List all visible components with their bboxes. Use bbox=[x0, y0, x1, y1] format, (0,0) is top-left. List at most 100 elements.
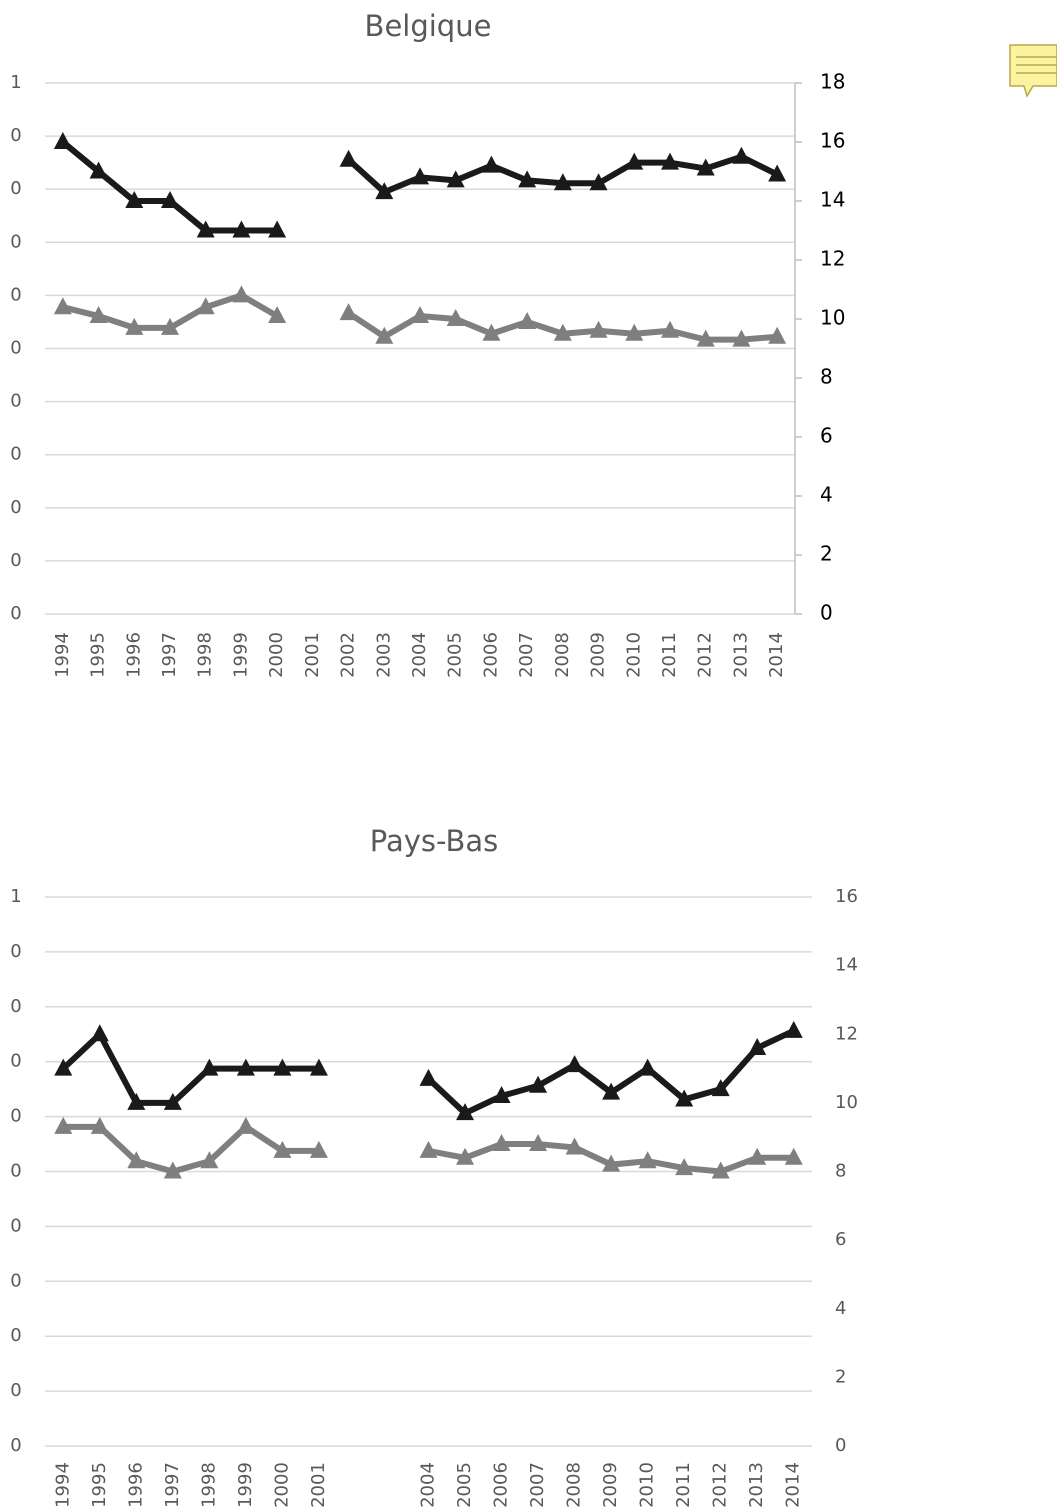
marker bbox=[602, 1154, 621, 1172]
note-icon bbox=[1009, 44, 1057, 98]
x-tick-label: 1997 bbox=[162, 1462, 183, 1508]
marker bbox=[732, 146, 751, 164]
y2-tick-label: 6 bbox=[820, 424, 833, 448]
x-tick-label: 1995 bbox=[88, 632, 109, 678]
marker bbox=[748, 1037, 767, 1055]
x-tick-label: 1996 bbox=[123, 632, 144, 678]
marker bbox=[625, 152, 644, 170]
y-tick-label: 0 bbox=[10, 444, 21, 465]
y-tick-label: 0 bbox=[10, 125, 21, 146]
marker bbox=[456, 1147, 475, 1165]
marker bbox=[375, 182, 394, 200]
x-tick-label: 2014 bbox=[766, 632, 787, 678]
marker bbox=[446, 170, 465, 188]
y-tick-label: 0 bbox=[10, 1106, 21, 1127]
marker bbox=[565, 1137, 584, 1155]
marker bbox=[456, 1103, 475, 1121]
marker bbox=[125, 191, 144, 208]
y-tick-label: 0 bbox=[10, 941, 21, 962]
marker bbox=[625, 323, 644, 341]
marker bbox=[236, 1116, 255, 1134]
y2-tick-label: 18 bbox=[820, 70, 845, 94]
x-tick-label: 2013 bbox=[746, 1462, 767, 1508]
x-tick-label: 2007 bbox=[516, 632, 537, 678]
marker bbox=[53, 297, 72, 315]
marker bbox=[482, 323, 501, 341]
x-tick-label: 1999 bbox=[235, 1462, 256, 1508]
x-tick-label: 2008 bbox=[552, 632, 573, 678]
x-tick-label: 1994 bbox=[52, 1462, 73, 1508]
marker bbox=[127, 1151, 146, 1169]
marker bbox=[529, 1075, 548, 1093]
marker bbox=[748, 1147, 767, 1165]
y2-tick-label: 14 bbox=[835, 955, 858, 976]
marker bbox=[54, 1116, 73, 1134]
x-tick-label: 2013 bbox=[730, 632, 751, 678]
marker bbox=[125, 317, 144, 335]
marker bbox=[268, 306, 287, 324]
y-tick-label: 0 bbox=[10, 1325, 21, 1346]
marker bbox=[675, 1089, 694, 1107]
marker bbox=[661, 320, 679, 338]
marker bbox=[638, 1058, 657, 1076]
marker bbox=[661, 152, 679, 170]
marker bbox=[492, 1134, 511, 1152]
marker bbox=[200, 1151, 219, 1169]
marker bbox=[732, 329, 751, 347]
marker bbox=[196, 220, 215, 238]
y-tick-label: 0 bbox=[10, 603, 21, 624]
marker bbox=[53, 132, 72, 149]
x-tick-label: 2011 bbox=[659, 632, 680, 678]
x-tick-label: 1997 bbox=[159, 632, 180, 678]
x-tick-label: 2003 bbox=[373, 632, 394, 678]
marker bbox=[565, 1055, 584, 1073]
marker bbox=[339, 303, 358, 321]
marker bbox=[90, 1116, 109, 1134]
marker bbox=[232, 220, 251, 238]
y2-tick-label: 10 bbox=[835, 1092, 858, 1113]
marker bbox=[419, 1068, 438, 1086]
x-tick-label: 2007 bbox=[527, 1462, 548, 1508]
marker bbox=[482, 155, 501, 173]
y2-tick-label: 8 bbox=[820, 365, 833, 389]
marker bbox=[492, 1086, 511, 1104]
marker bbox=[768, 164, 787, 182]
marker bbox=[589, 320, 608, 338]
marker bbox=[268, 220, 287, 238]
y-tick-label: 0 bbox=[10, 338, 21, 359]
x-tick-label: 1998 bbox=[195, 632, 216, 678]
x-tick-label: 2012 bbox=[695, 632, 716, 678]
x-tick-label: 2011 bbox=[673, 1462, 694, 1508]
y-tick-label: 0 bbox=[10, 1051, 21, 1072]
marker bbox=[784, 1147, 803, 1165]
marker bbox=[200, 1058, 219, 1076]
marker bbox=[273, 1140, 292, 1158]
marker bbox=[768, 326, 787, 344]
y-tick-label: 0 bbox=[10, 231, 21, 252]
chart-title: Belgique bbox=[365, 9, 492, 43]
marker bbox=[529, 1134, 548, 1152]
marker bbox=[675, 1158, 694, 1176]
x-tick-label: 2004 bbox=[409, 632, 430, 678]
y-tick-label: 0 bbox=[10, 1161, 21, 1182]
marker bbox=[411, 306, 429, 324]
marker bbox=[273, 1058, 292, 1076]
marker bbox=[589, 173, 608, 191]
marker bbox=[236, 1058, 255, 1076]
marker bbox=[89, 161, 108, 179]
chart-title: Pays-Bas bbox=[370, 824, 498, 858]
x-tick-label: 2010 bbox=[637, 1462, 658, 1508]
marker bbox=[638, 1151, 657, 1169]
marker bbox=[161, 191, 179, 208]
marker bbox=[127, 1092, 146, 1110]
x-tick-label: 2001 bbox=[308, 1462, 329, 1508]
y-tick-label: 0 bbox=[10, 550, 21, 571]
marker bbox=[784, 1020, 803, 1038]
y2-tick-label: 16 bbox=[820, 129, 845, 153]
y2-tick-label: 14 bbox=[820, 188, 845, 212]
marker bbox=[309, 1058, 328, 1076]
y-tick-label: 0 bbox=[10, 1215, 21, 1236]
y-tick-label: 0 bbox=[10, 996, 21, 1017]
